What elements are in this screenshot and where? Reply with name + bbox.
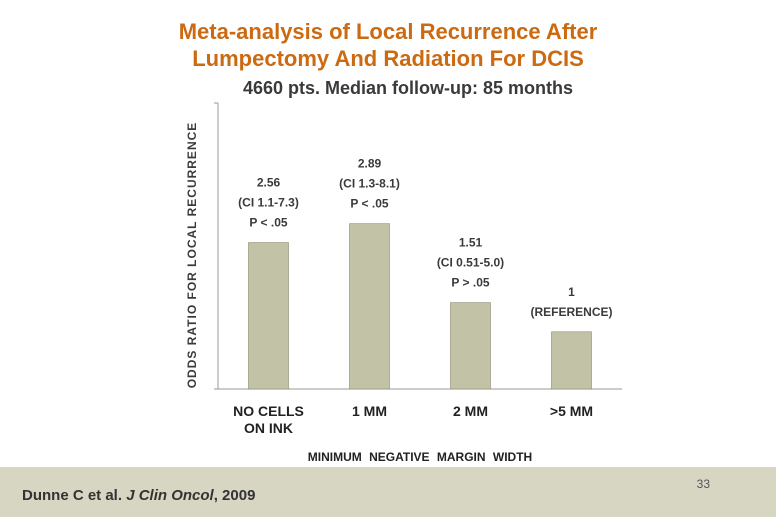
x-tick-label: 1 MM (352, 403, 387, 419)
title-line-1: Meta-analysis of Local Recurrence After (178, 19, 598, 44)
citation: Dunne C et al. J Clin Oncol, 2009 (22, 487, 256, 504)
bar (450, 302, 491, 390)
footer-band (0, 467, 776, 517)
x-axis-label: MINIMUM NEGATIVE MARGIN WIDTH (307, 450, 533, 464)
data-label: 2.89 (358, 157, 382, 171)
slide-subtitle: 4660 pts. Median follow-up: 85 months (242, 78, 574, 98)
data-label: 1.51 (459, 236, 483, 250)
data-label: (CI 1.1-7.3) (238, 196, 299, 210)
data-label: P < .05 (350, 197, 388, 211)
title-line-2: Lumpectomy And Radiation For DCIS (192, 46, 584, 71)
data-label: (REFERENCE) (530, 305, 612, 319)
data-label: 1 (568, 285, 575, 299)
bar (349, 223, 390, 390)
x-tick-label: >5 MM (550, 403, 593, 419)
data-label: (CI 0.51-5.0) (437, 256, 504, 270)
bar (248, 242, 289, 390)
data-label: P > .05 (451, 276, 489, 290)
data-label: (CI 1.3-8.1) (339, 177, 400, 191)
x-tick-label: 2 MM (453, 403, 488, 419)
bar (551, 331, 592, 390)
x-tick-label: NO CELLS (233, 403, 304, 419)
page-number: 33 (696, 477, 710, 491)
data-label: 2.56 (257, 176, 281, 190)
data-label: P < .05 (249, 216, 287, 230)
x-tick-label: ON INK (244, 420, 293, 436)
slide-title: Meta-analysis of Local Recurrence After … (0, 18, 776, 72)
